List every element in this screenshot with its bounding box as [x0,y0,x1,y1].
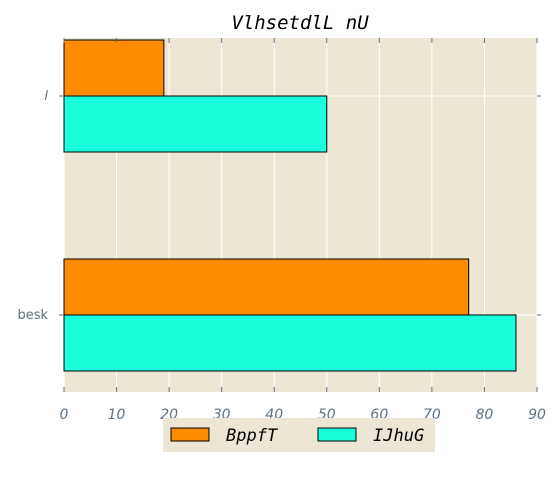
legend-label-ijhug: IJhuG [373,426,424,446]
legend-swatch-bppft [170,427,210,442]
bars [63,39,517,372]
bar-ijhug-l [63,95,328,153]
y-tick-label-besk: besk [17,308,48,323]
bar-bppft-besk [63,258,470,316]
x-tick-label: 90 [528,407,546,423]
bar-ijhug-besk [63,314,517,372]
x-tick-label: 10 [108,407,126,423]
chart-title: VlhsetdlL nU [231,12,369,34]
legend-swatch-ijhug [317,427,357,442]
x-tick-label: 80 [476,407,494,423]
legend: BppfT IJhuG [163,418,435,452]
bar-bppft-l [63,39,165,97]
y-tick-label-l: l [44,89,48,104]
x-tick-label: 0 [60,407,69,423]
legend-label-bppft: BppfT [226,426,279,446]
